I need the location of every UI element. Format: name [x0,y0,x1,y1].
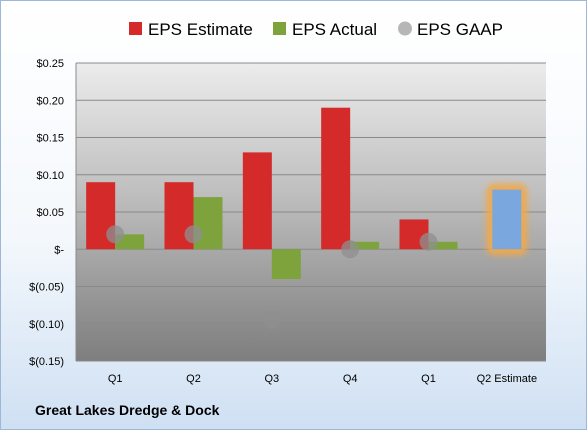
legend-label: EPS Estimate [148,20,253,39]
bar-eps-estimate [242,152,272,250]
y-tick-label: $(0.10) [29,319,64,331]
y-tick-label: $0.15 [36,133,64,145]
y-tick-label: $0.20 [36,95,64,107]
legend-swatch [398,21,412,36]
gridlines [76,62,546,362]
point-eps-gaap [106,225,125,244]
x-axis: Q1 Q2 Q3 Q4 Q1 Q2 Estimate [108,373,537,385]
y-tick-label: $0.25 [36,58,64,70]
x-tick-label: Q1 [421,373,436,385]
point-eps-gaap [341,240,360,259]
y-axis: $0.25 $0.20 $0.15 $0.10 $0.05 $- $(0.05) $(0.10… [29,58,77,368]
y-tick-label: $(0.05) [29,282,64,294]
gaap-points [106,225,438,330]
legend-label: EPS GAAP [417,20,503,39]
legend-label: EPS Actual [292,20,377,39]
point-eps-gaap [419,232,438,251]
y-tick-label: $0.05 [36,207,64,219]
y-tick-label: $0.10 [36,170,64,182]
legend: EPS Estimate EPS Actual EPS GAAP [129,20,503,39]
y-tick-label: $- [54,244,64,256]
bar-eps-estimate [321,107,351,250]
x-tick-label: Q2 Estimate [477,373,538,385]
company-name: Great Lakes Dredge & Dock [35,402,220,418]
legend-swatch [129,22,142,35]
x-tick-label: Q4 [343,373,358,385]
y-tick-label: $(0.15) [29,356,64,368]
bar-eps-actual [428,241,458,250]
legend-swatch [273,22,286,35]
bars [86,107,528,280]
point-eps-gaap [262,311,281,330]
bar-eps-actual [271,249,301,280]
bar-eps-actual [350,241,380,250]
x-tick-label: Q2 [186,373,201,385]
x-tick-label: Q1 [108,373,123,385]
point-eps-gaap [184,225,203,244]
bar-eps-forecast [492,189,522,250]
x-tick-label: Q3 [264,373,279,385]
